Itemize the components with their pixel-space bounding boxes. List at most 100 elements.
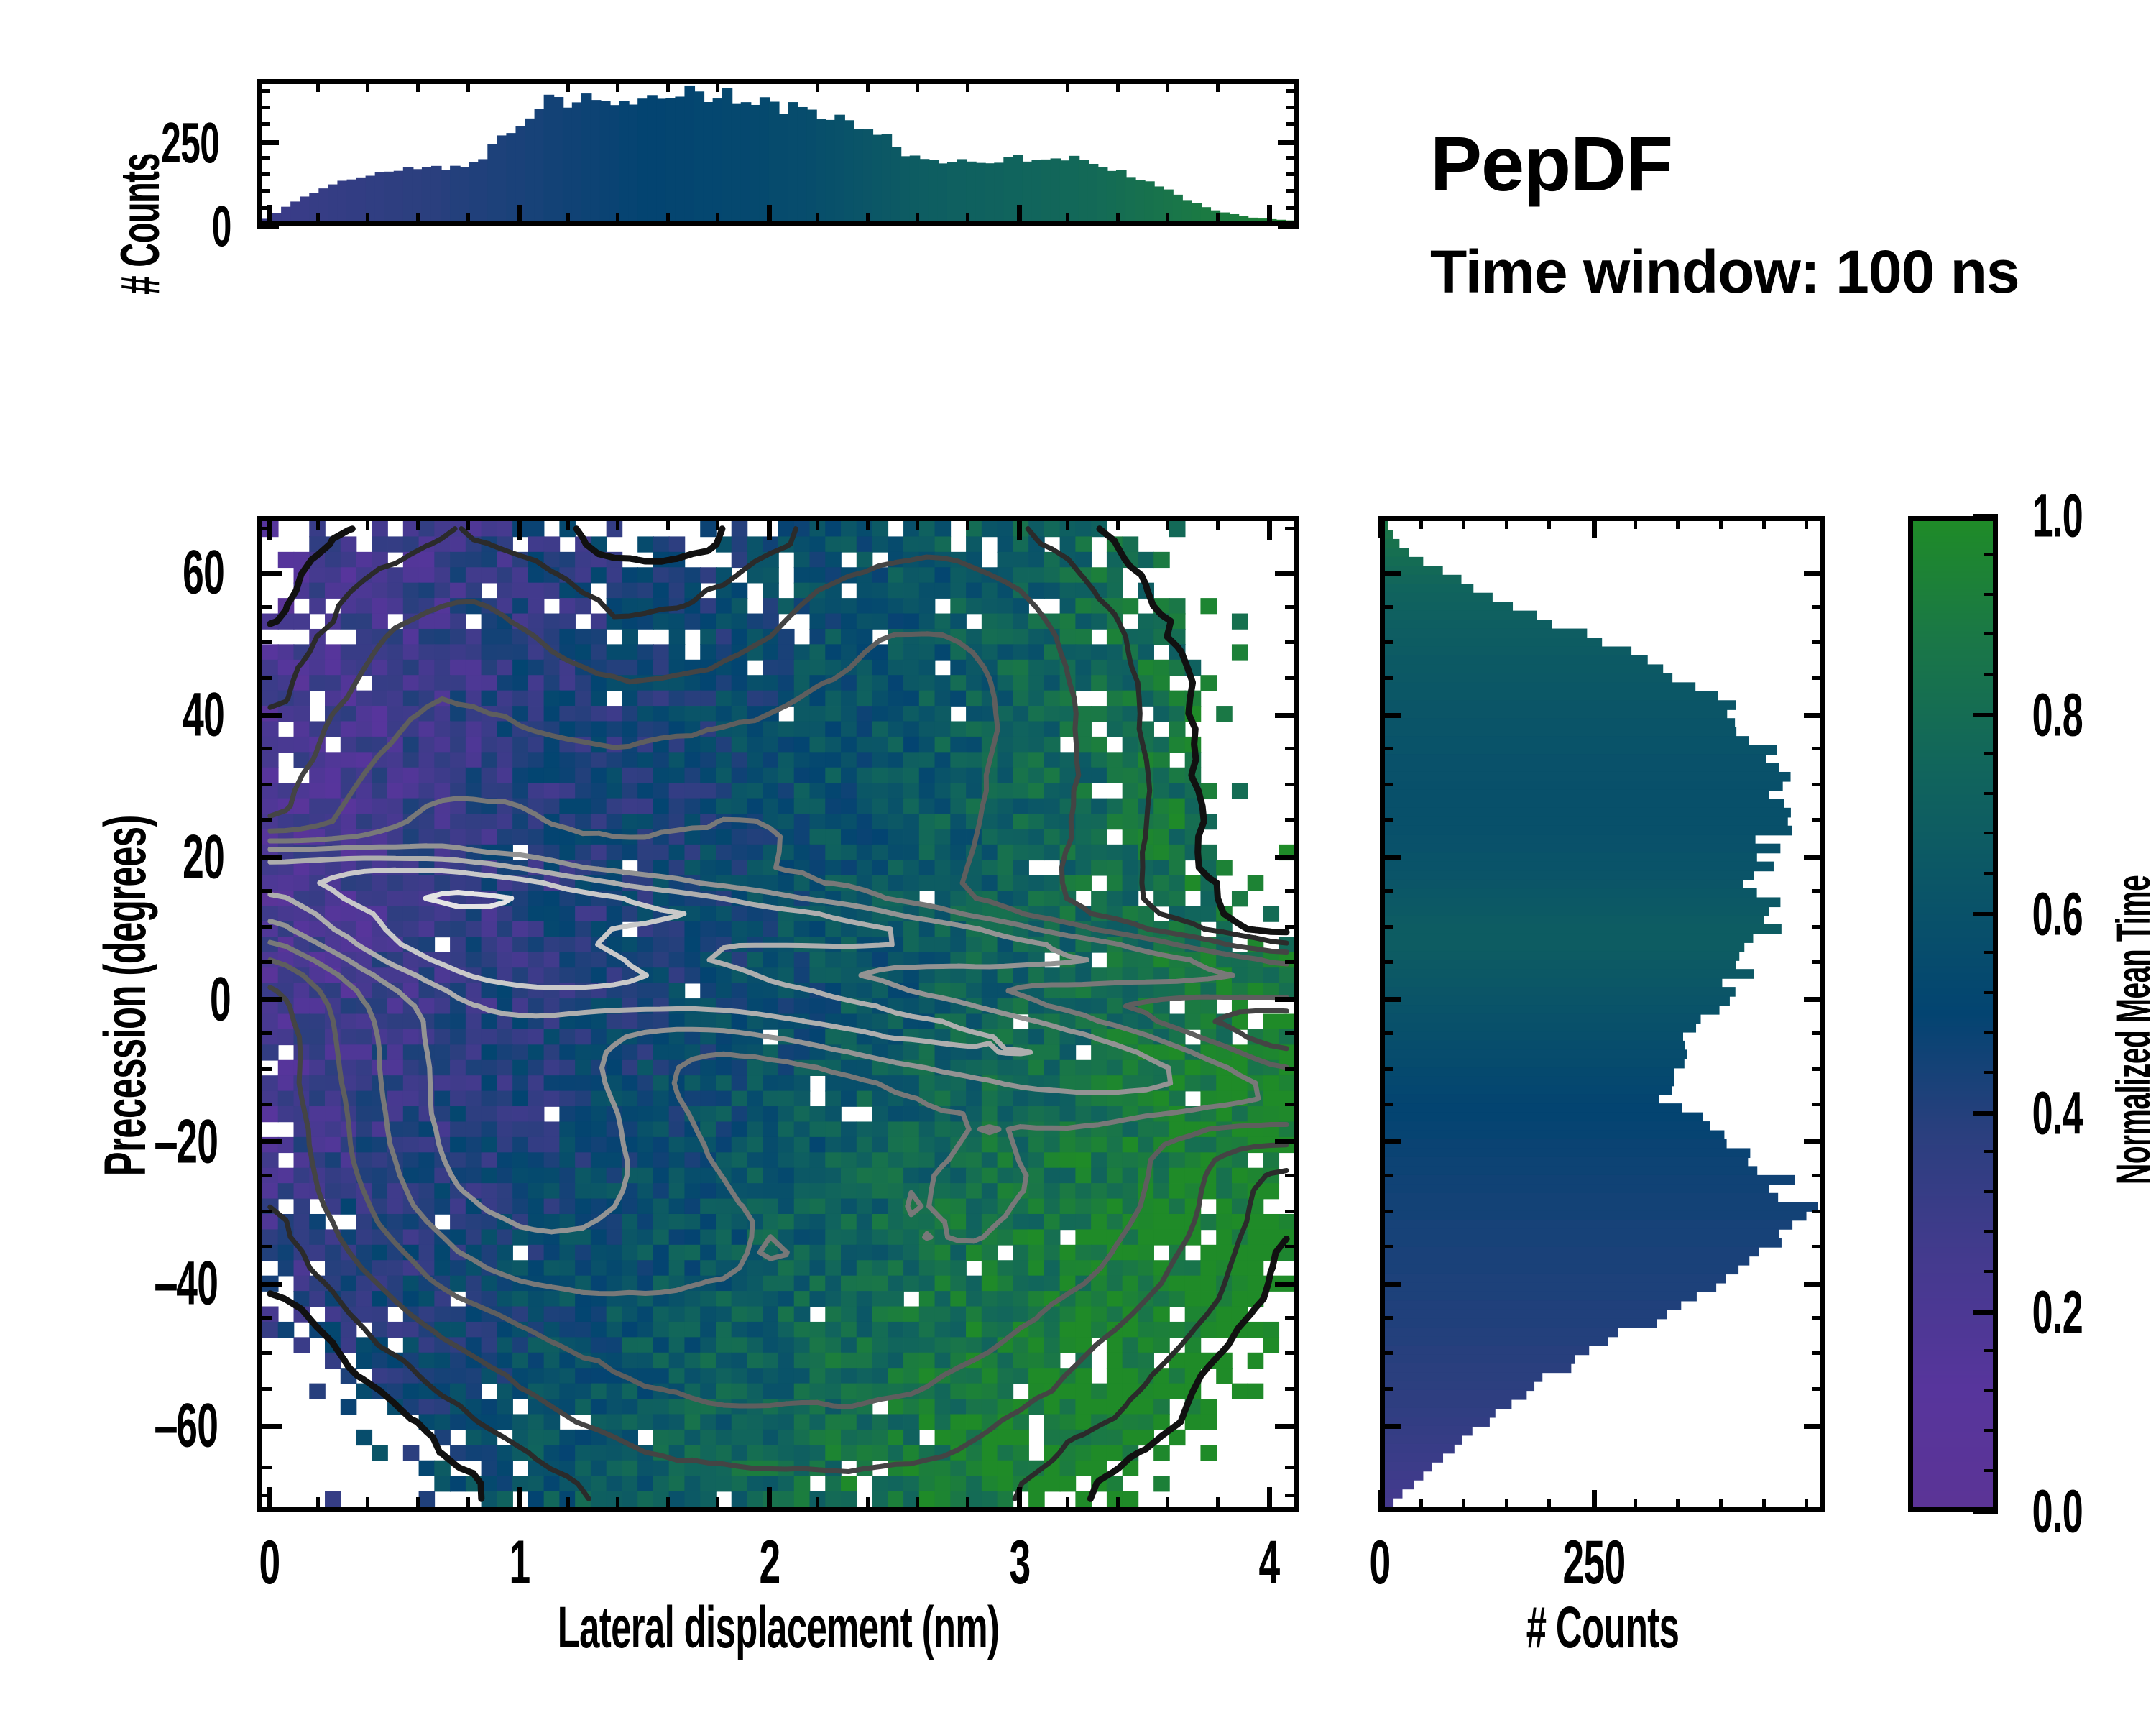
axis-tick [1984,672,1998,676]
axis-tick [916,79,920,92]
axis-tick [1984,752,1998,755]
axis-tick [1984,1269,1998,1273]
axis-tick [1275,570,1299,576]
axis-tick [416,516,420,530]
axis-tick [616,1497,620,1512]
axis-tick [966,516,969,530]
axis-tick-label: 0 [259,1528,281,1597]
axis-tick-label: ‒20 [155,1107,218,1177]
axis-tick [1504,1499,1508,1512]
main-heatmap-panel [257,516,1299,1512]
axis-tick [257,88,270,93]
axis-tick [665,1497,670,1512]
axis-tick [1633,1499,1637,1512]
axis-tick-label: 0 [210,965,231,1034]
axis-tick [1984,990,1998,994]
axis-tick [257,155,270,160]
axis-tick [767,516,773,540]
axis-tick [1761,516,1766,529]
colorbar[interactable] [1908,516,1998,1512]
axis-tick [1285,889,1299,893]
axis-tick [1805,516,1809,529]
axis-tick [1017,79,1039,84]
axis-tick [1984,1429,1998,1432]
axis-tick [1266,79,1289,84]
axis-tick [466,79,470,92]
axis-tick [1547,1499,1552,1512]
axis-tick [1812,1103,1825,1107]
axis-tick [1285,924,1299,929]
axis-tick [257,640,272,645]
axis-tick [1285,1465,1299,1469]
axis-tick [315,1497,320,1512]
axis-tick [257,1139,282,1145]
axis-tick [1973,1509,1998,1514]
axis-tick [1286,189,1299,193]
axis-tick [315,516,320,530]
axis-tick [1017,1487,1023,1512]
axis-tick [257,172,270,177]
axis-tick [1115,1497,1120,1512]
axis-tick [257,1031,272,1036]
axis-tick [257,818,272,822]
axis-tick [1804,855,1825,860]
axis-tick [566,79,570,92]
axis-tick [1804,1139,1825,1145]
top-marginal-histogram [257,79,1299,226]
axis-tick [616,79,620,92]
axis-tick [1984,1468,1998,1472]
axis-tick [665,79,670,92]
axis-tick [1812,818,1825,822]
axis-tick [257,1209,272,1213]
axis-tick [1973,514,1998,518]
axis-tick [1166,516,1170,530]
axis-tick [315,213,320,226]
axis-tick [1419,1499,1423,1512]
axis-tick [1275,997,1299,1003]
axis-tick [966,79,969,92]
axis-tick [1380,855,1401,860]
axis-tick-label: 2 [759,1528,780,1597]
axis-tick [1761,1499,1766,1512]
axis-tick [1266,516,1272,540]
axis-tick [1973,1111,1998,1116]
axis-tick [1591,516,1597,538]
axis-tick [257,206,270,210]
axis-tick-label: 0.2 [2032,1278,2083,1346]
axis-tick [816,1497,820,1512]
axis-tick [257,1465,272,1469]
axis-tick [267,205,272,226]
axis-tick [1380,604,1393,609]
axis-tick [1984,1190,1998,1193]
axis-tick [257,224,279,229]
axis-tick [1804,1281,1825,1287]
axis-tick-label: ‒40 [155,1248,218,1318]
axis-tick [1266,1487,1272,1512]
axis-tick [257,782,272,786]
axis-tick [1285,676,1299,680]
axis-tick [816,516,820,530]
axis-tick [1984,632,1998,636]
axis-tick [1812,1244,1825,1248]
axis-tick-label: 3 [1009,1528,1031,1597]
axis-tick [1812,1031,1825,1036]
axis-tick [1504,516,1508,529]
axis-tick [257,122,270,126]
axis-tick [716,213,720,226]
axis-tick [1804,570,1825,576]
axis-tick [1066,213,1070,226]
axis-tick [1285,526,1299,530]
axis-tick-label: 1 [509,1528,531,1597]
axis-tick [616,516,620,530]
axis-tick [1718,516,1723,529]
axis-tick [1278,224,1299,229]
axis-tick [1718,1499,1723,1512]
axis-tick [257,1494,272,1498]
axis-tick [816,79,820,92]
axis-tick [1166,213,1170,226]
axis-tick-label: 0.8 [2032,681,2083,749]
axis-tick [1984,951,1998,954]
axis-tick [1285,747,1299,751]
axis-tick [257,889,272,893]
axis-tick [1633,516,1637,529]
